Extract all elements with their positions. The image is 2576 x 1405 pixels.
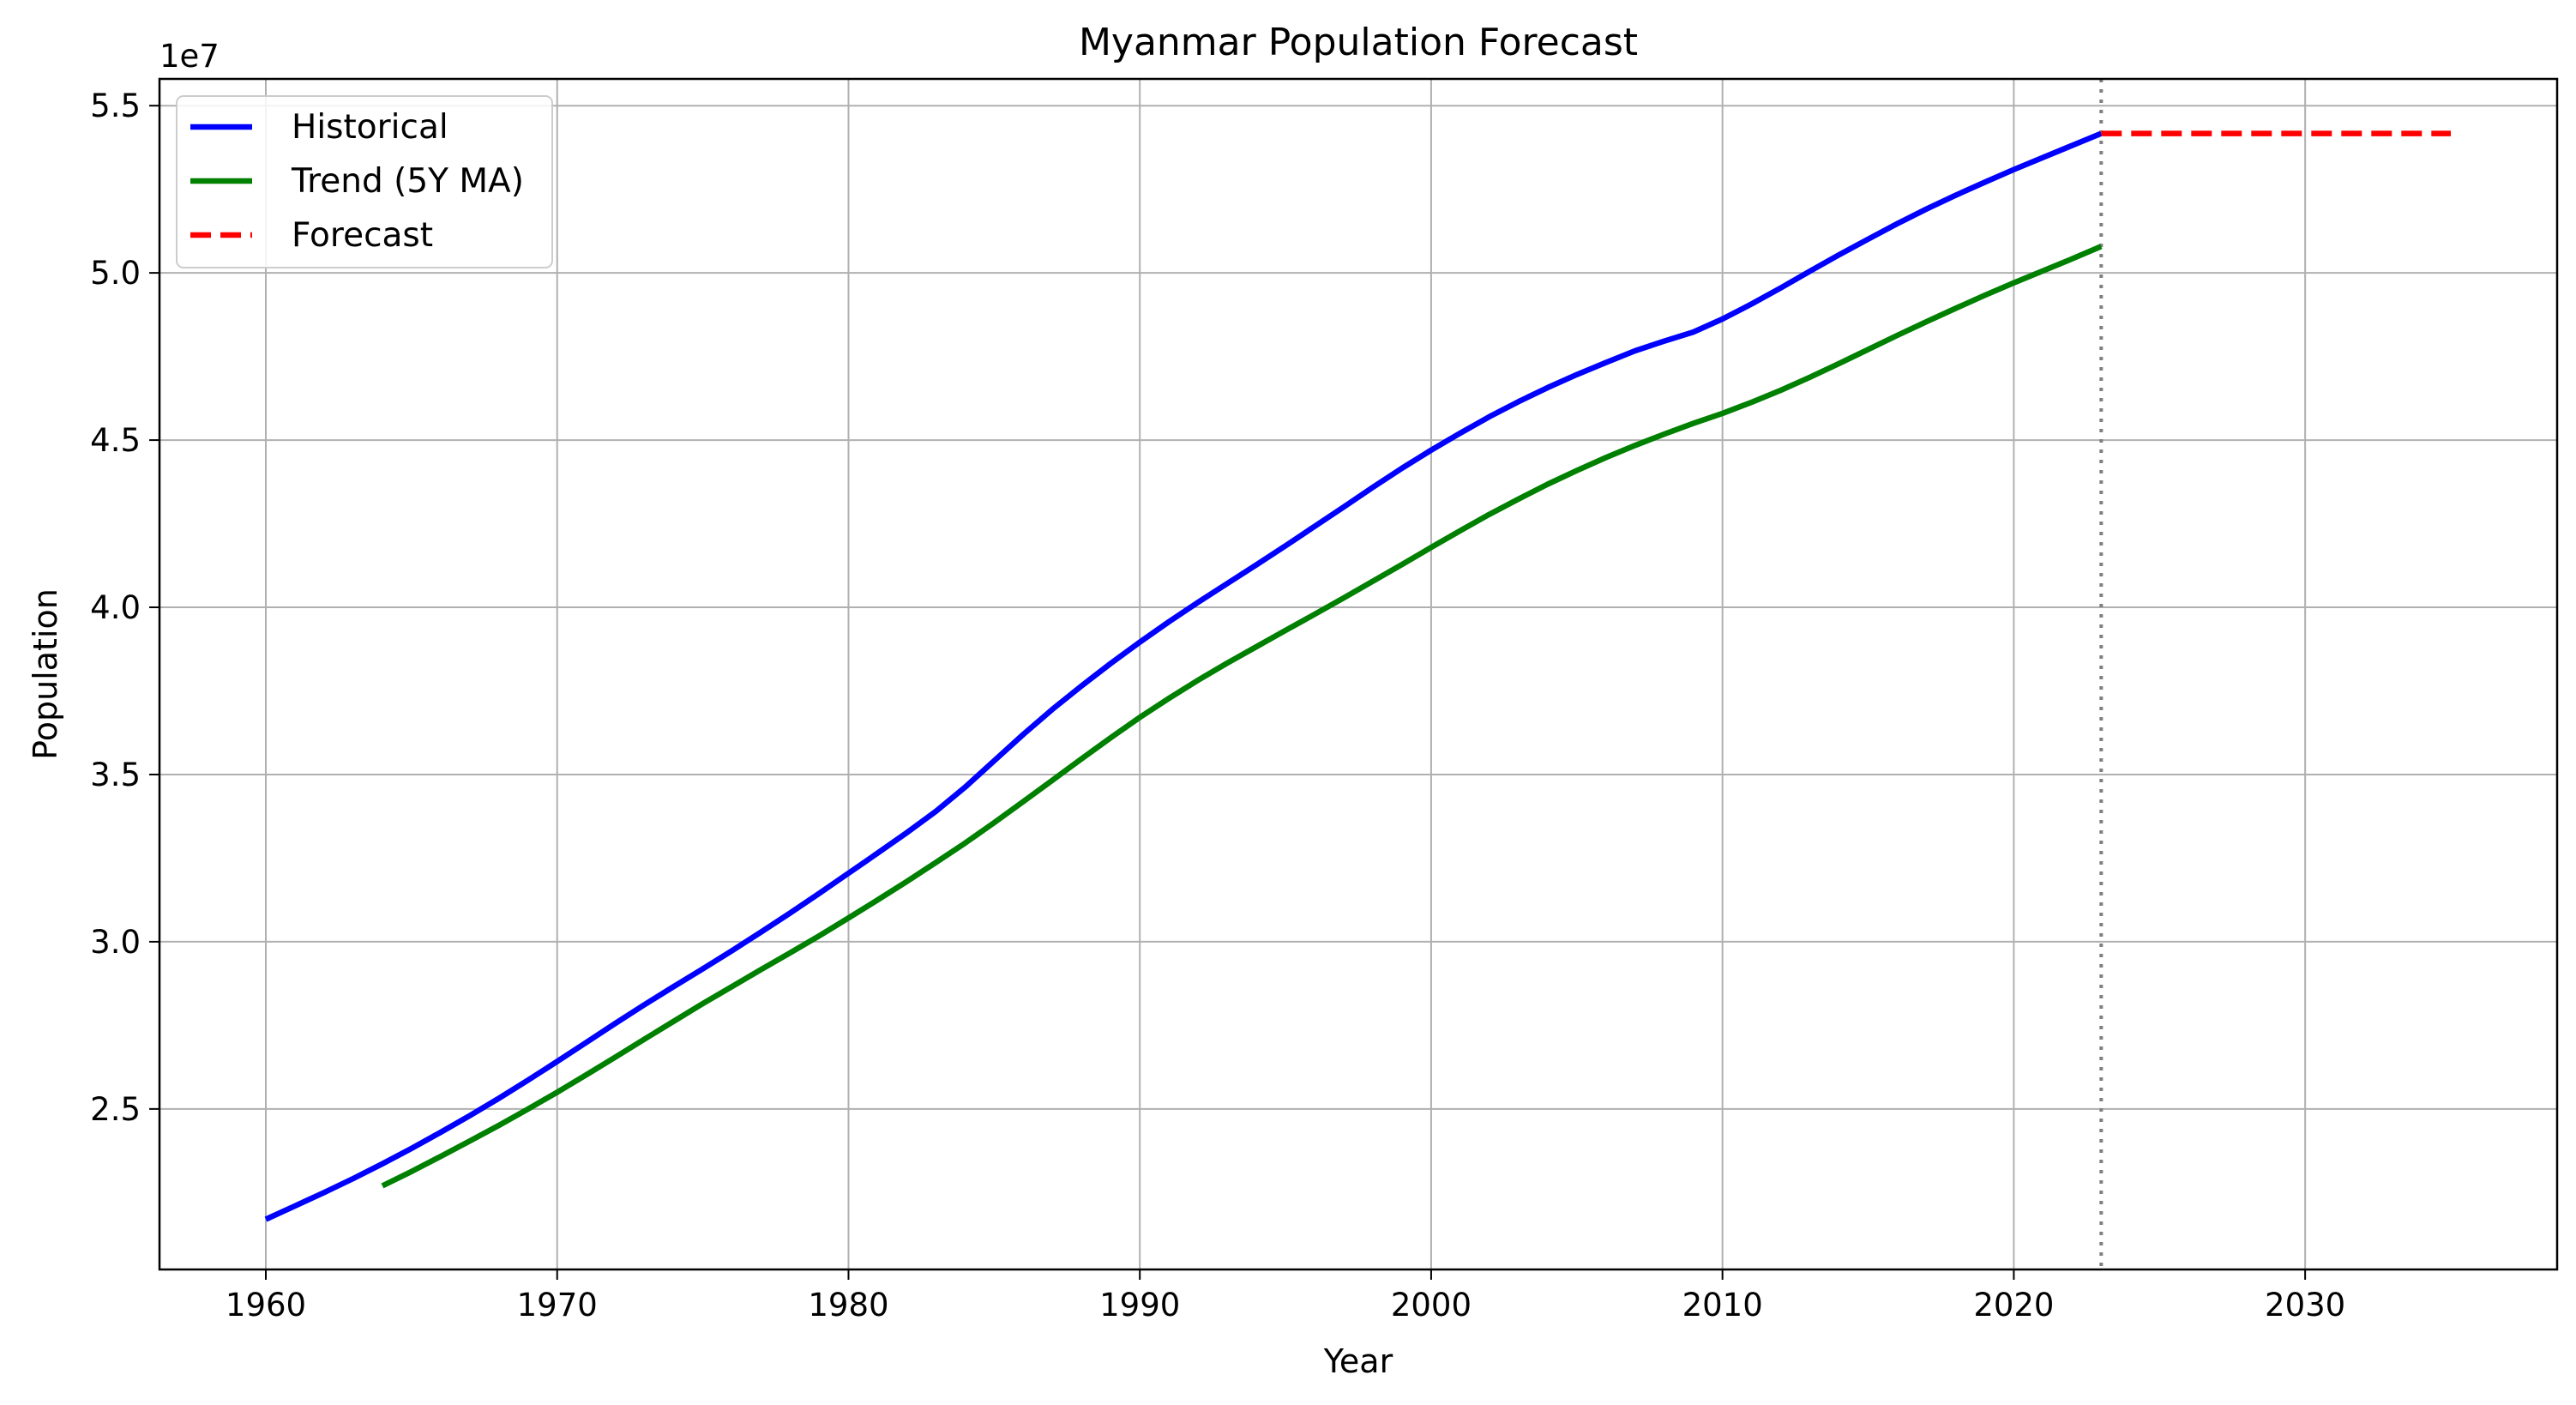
y-tick-label: 4.0 bbox=[90, 589, 141, 626]
ticks: 1960 1970 1980 1990 2000 2010 2020 2030 2.5 3.0 3.… bbox=[90, 87, 2345, 1324]
series-layer bbox=[264, 130, 2451, 1222]
x-tick-label: 1980 bbox=[808, 1287, 888, 1324]
x-axis-label: Year bbox=[1323, 1342, 1393, 1380]
plot-frame bbox=[158, 77, 2559, 1271]
legend: Historical Trend (5Y MA) Forecast bbox=[176, 95, 553, 268]
x-tick-label: 2020 bbox=[1973, 1287, 2054, 1324]
y-axis-offset-text: 1e7 bbox=[159, 38, 220, 75]
legend-label: Trend (5Y MA) bbox=[291, 162, 524, 201]
series-line-trend-5y-ma bbox=[381, 244, 2103, 1189]
grid bbox=[159, 79, 2557, 1269]
y-tick-label: 3.0 bbox=[90, 924, 141, 961]
x-tick-label: 1970 bbox=[517, 1287, 598, 1324]
y-tick-label: 3.5 bbox=[90, 757, 141, 793]
y-tick-label: 2.5 bbox=[90, 1091, 141, 1128]
legend-label: Forecast bbox=[292, 216, 433, 255]
x-tick-label: 2010 bbox=[1682, 1287, 1763, 1324]
x-tick-label: 1990 bbox=[1099, 1287, 1180, 1324]
series-line-historical bbox=[264, 130, 2103, 1222]
x-tick-label: 2000 bbox=[1391, 1287, 1472, 1324]
chart-title: Myanmar Population Forecast bbox=[1079, 21, 1638, 64]
x-tick-label: 1960 bbox=[226, 1287, 306, 1324]
y-tick-label: 5.5 bbox=[90, 87, 141, 124]
y-tick-label: 4.5 bbox=[90, 422, 141, 459]
y-axis-label: Population bbox=[27, 588, 64, 760]
x-tick-label: 2030 bbox=[2265, 1287, 2345, 1324]
y-tick-label: 5.0 bbox=[90, 255, 141, 292]
legend-box bbox=[176, 95, 553, 268]
legend-label: Historical bbox=[292, 108, 448, 147]
